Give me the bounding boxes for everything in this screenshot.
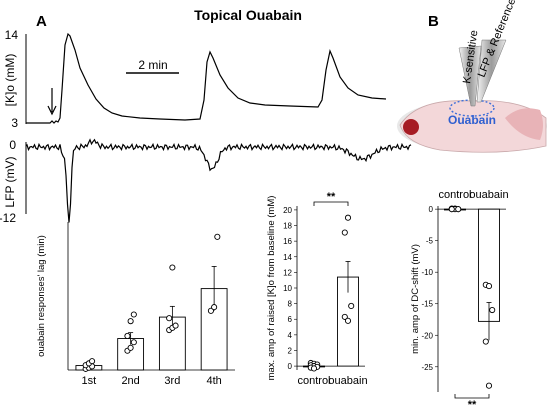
- x-tick-label: control: [297, 375, 330, 387]
- data-point: [341, 229, 348, 236]
- data-point: [448, 206, 455, 213]
- data-point: [341, 313, 348, 320]
- data-point: [124, 332, 131, 340]
- k-tick-top: 14: [5, 28, 19, 42]
- data-point: [482, 338, 489, 345]
- data-point: [344, 317, 352, 324]
- x-tick-label: ouabain: [469, 189, 508, 201]
- y-tick-label: -10: [421, 268, 433, 277]
- x-tick-label: control: [438, 189, 471, 201]
- significance-label: **: [468, 399, 477, 411]
- data-point: [310, 365, 318, 372]
- panel-b-label: B: [428, 13, 439, 30]
- data-point: [489, 306, 496, 314]
- arrow-icon: [47, 88, 57, 116]
- y-tick-label: 12: [283, 268, 292, 277]
- data-point: [169, 264, 176, 271]
- k-trace: [26, 32, 387, 124]
- data-point: [344, 214, 352, 221]
- y-tick-label: 2: [288, 346, 293, 355]
- data-point: [455, 206, 462, 213]
- data-point: [211, 304, 218, 311]
- data-point: [485, 382, 493, 389]
- data-point: [89, 358, 96, 365]
- figure-title: Topical Ouabain: [194, 7, 302, 23]
- data-point: [207, 307, 214, 314]
- k-axis-label: [K]o (mM): [3, 54, 17, 107]
- y-tick-label: 14: [283, 253, 292, 262]
- lfp-trace: [25, 138, 412, 223]
- x-tick-label: 2nd: [121, 375, 139, 387]
- y-tick-label: -5: [426, 237, 434, 246]
- mouse-diagram: [397, 39, 547, 153]
- y-tick-label: 8: [288, 300, 293, 309]
- x-tick-label: 4th: [206, 375, 221, 387]
- y-axis-label: min. amp of DC-shift (mV): [410, 244, 421, 354]
- lfp-axis-label: LFP (mV): [3, 156, 17, 207]
- y-tick-label: 18: [283, 222, 292, 231]
- lfp-tick-top: 0: [9, 138, 16, 152]
- data-point: [130, 311, 137, 318]
- data-point: [127, 318, 134, 325]
- x-tick-label: 1st: [82, 375, 97, 387]
- data-point: [166, 315, 173, 322]
- y-tick-label: 10: [283, 284, 292, 293]
- y-axis-label: ouabain responses' lag (min): [36, 235, 47, 357]
- y-tick-label: -25: [421, 363, 433, 372]
- y-tick-label: 0: [288, 362, 293, 371]
- x-tick-label: ouabain: [328, 375, 367, 387]
- data-point: [485, 283, 493, 290]
- y-tick-label: 20: [283, 206, 292, 215]
- data-point: [172, 322, 179, 329]
- lfp-tick-bottom: -12: [0, 211, 16, 225]
- data-point: [127, 344, 134, 351]
- y-axis-label: max. amp of raised [K]o from baseline (m…: [266, 196, 277, 381]
- electrode-lfp-label: LFP & Reference: [476, 0, 519, 79]
- significance-label: **: [327, 191, 336, 203]
- y-tick-label: 4: [288, 331, 293, 340]
- data-point: [130, 339, 137, 346]
- x-tick-label: 3rd: [164, 375, 180, 387]
- panel-a-label: A: [36, 13, 47, 30]
- y-tick-label: 16: [283, 237, 292, 246]
- ouabain-label: Ouabain: [448, 113, 496, 127]
- k-tick-bottom: 3: [11, 116, 18, 130]
- scale-bar-label: 2 min: [138, 58, 167, 72]
- y-tick-label: 0: [429, 205, 434, 214]
- y-tick-label: -15: [421, 300, 433, 309]
- y-tick-label: 6: [288, 315, 293, 324]
- significance-bracket: [313, 201, 349, 206]
- data-point: [214, 233, 221, 240]
- significance-bracket: [454, 394, 490, 399]
- data-point: [348, 302, 355, 310]
- y-tick-label: -20: [421, 331, 433, 340]
- lag-chart: 1st 2nd 3rd 4th ouabain responses' lag (min): [36, 222, 235, 387]
